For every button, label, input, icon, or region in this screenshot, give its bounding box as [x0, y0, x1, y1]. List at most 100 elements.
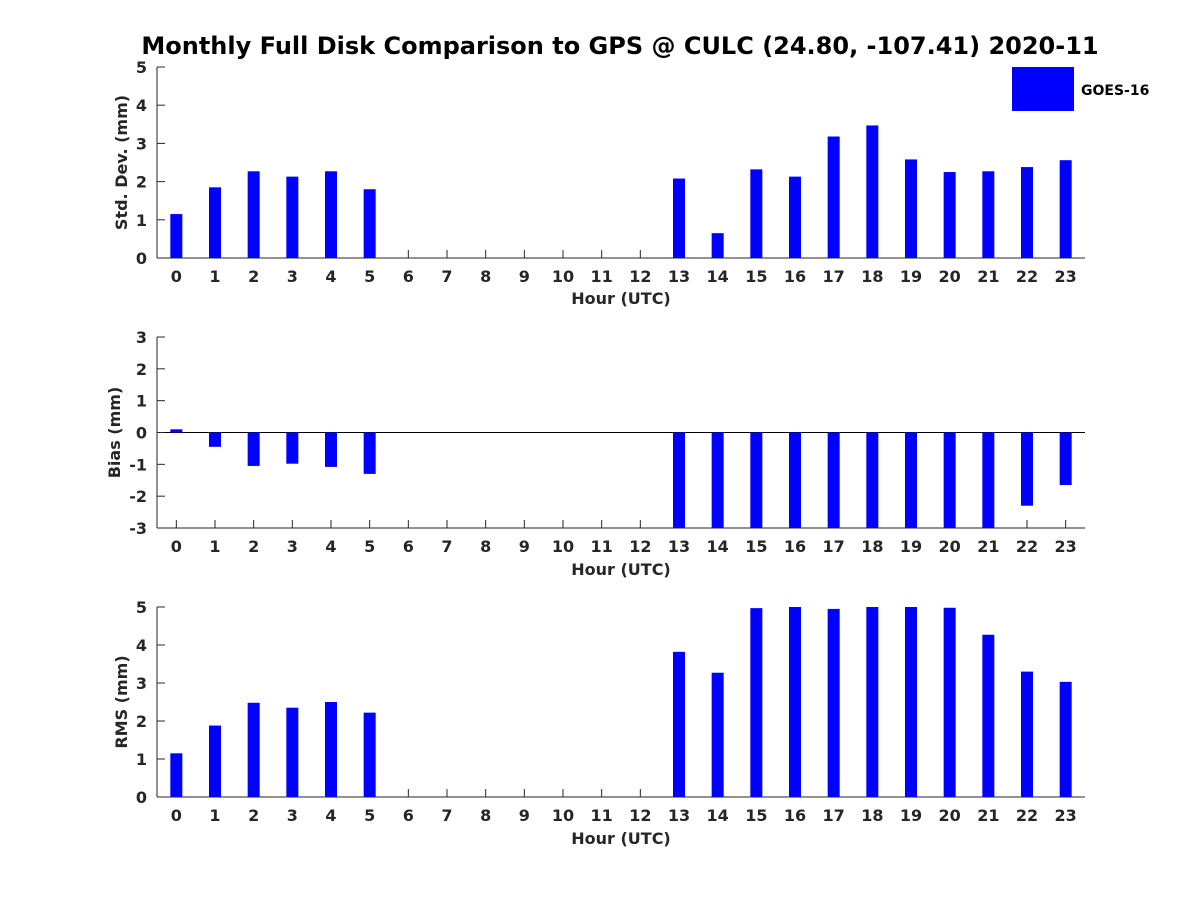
bar — [1021, 167, 1033, 258]
bar — [982, 634, 995, 797]
x-tick-label: 10 — [552, 267, 574, 286]
bar — [750, 608, 763, 797]
legend: GOES-16 — [1012, 67, 1149, 111]
bar — [1059, 681, 1072, 797]
bar — [247, 432, 260, 466]
x-tick-label: 2 — [248, 267, 259, 286]
y-tick-label: 0 — [136, 424, 147, 443]
x-tick-label: 23 — [1055, 806, 1077, 825]
x-tick-label: 14 — [707, 537, 729, 556]
legend-label: GOES-16 — [1081, 83, 1149, 99]
x-tick-label: 13 — [668, 806, 690, 825]
y-tick-label: 4 — [136, 96, 147, 115]
bar — [789, 176, 801, 258]
chart-title: Monthly Full Disk Comparison to GPS @ CU… — [141, 32, 1098, 60]
legend-swatch — [1012, 67, 1074, 111]
bar — [943, 432, 956, 528]
x-tick-label: 8 — [480, 537, 491, 556]
x-tick-label: 0 — [171, 537, 182, 556]
bar — [673, 432, 685, 528]
x-tick-label: 21 — [977, 537, 999, 556]
x-tick-label: 19 — [900, 267, 922, 286]
x-axis-label: Hour (UTC) — [571, 289, 671, 308]
x-tick-label: 10 — [552, 537, 574, 556]
bar — [866, 432, 879, 528]
x-tick-label: 18 — [861, 267, 883, 286]
bar — [789, 607, 801, 797]
bar — [711, 233, 724, 258]
bar — [170, 214, 183, 258]
x-tick-label: 11 — [591, 537, 613, 556]
x-tick-label: 6 — [403, 267, 414, 286]
y-tick-label: 2 — [136, 360, 147, 379]
x-tick-label: 5 — [364, 537, 375, 556]
bar — [905, 432, 917, 528]
x-tick-label: 18 — [861, 806, 883, 825]
bar — [247, 702, 260, 797]
x-tick-label: 8 — [480, 806, 491, 825]
x-tick-label: 17 — [823, 537, 845, 556]
bar — [750, 432, 763, 528]
y-tick-label: 5 — [136, 58, 147, 77]
x-tick-label: 22 — [1016, 806, 1038, 825]
bar — [286, 432, 299, 464]
x-tick-label: 3 — [287, 537, 298, 556]
bar — [866, 607, 879, 797]
x-tick-label: 13 — [668, 267, 690, 286]
x-tick-label: 0 — [171, 806, 182, 825]
bar — [943, 607, 956, 797]
bar — [982, 432, 995, 528]
bar — [286, 176, 299, 258]
x-tick-label: 12 — [629, 806, 651, 825]
x-tick-label: 20 — [939, 806, 961, 825]
x-tick-label: 5 — [364, 267, 375, 286]
x-tick-label: 9 — [519, 806, 530, 825]
bar — [711, 432, 724, 528]
x-tick-label: 4 — [325, 537, 336, 556]
x-tick-label: 19 — [900, 537, 922, 556]
x-tick-label: 12 — [629, 537, 651, 556]
bar — [1021, 671, 1033, 797]
x-tick-label: 3 — [287, 267, 298, 286]
y-tick-label: 5 — [136, 598, 147, 617]
x-tick-label: 4 — [325, 806, 336, 825]
x-tick-label: 1 — [209, 806, 220, 825]
x-tick-label: 0 — [171, 267, 182, 286]
y-tick-label: 2 — [136, 712, 147, 731]
x-tick-label: 21 — [977, 806, 999, 825]
x-tick-label: 12 — [629, 267, 651, 286]
y-axis-label: RMS (mm) — [112, 655, 131, 748]
bar — [325, 171, 337, 258]
x-tick-label: 22 — [1016, 537, 1038, 556]
x-tick-label: 11 — [591, 806, 613, 825]
x-tick-label: 16 — [784, 267, 806, 286]
y-tick-label: 2 — [136, 173, 147, 192]
x-tick-label: 17 — [823, 806, 845, 825]
bar — [209, 725, 221, 797]
x-tick-label: 21 — [977, 267, 999, 286]
bar — [170, 753, 183, 797]
x-tick-label: 9 — [519, 267, 530, 286]
bar — [325, 702, 337, 797]
bar — [1021, 432, 1033, 506]
x-tick-label: 22 — [1016, 267, 1038, 286]
x-tick-label: 3 — [287, 806, 298, 825]
y-tick-label: 3 — [136, 674, 147, 693]
x-tick-label: 7 — [441, 806, 452, 825]
bar — [827, 608, 840, 797]
bar — [943, 172, 956, 258]
x-tick-label: 6 — [403, 806, 414, 825]
x-tick-label: 20 — [939, 267, 961, 286]
bar — [673, 651, 685, 797]
x-tick-label: 15 — [745, 267, 767, 286]
x-tick-label: 11 — [591, 267, 613, 286]
x-tick-label: 7 — [441, 537, 452, 556]
y-tick-label: 1 — [136, 750, 147, 769]
x-tick-label: 1 — [209, 267, 220, 286]
bar — [905, 607, 917, 797]
x-tick-label: 16 — [784, 537, 806, 556]
bar — [170, 429, 183, 433]
x-tick-label: 10 — [552, 806, 574, 825]
bar — [827, 432, 840, 528]
x-tick-label: 15 — [745, 537, 767, 556]
